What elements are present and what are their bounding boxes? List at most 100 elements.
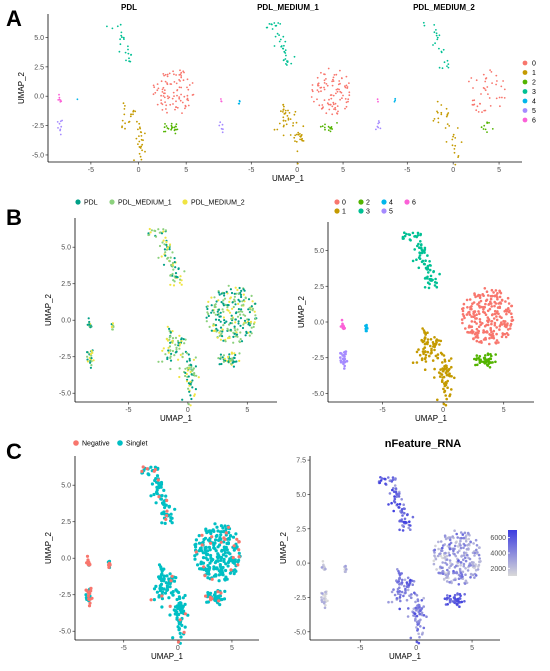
cell-point bbox=[239, 310, 242, 313]
y-axis-label: UMAP_2 bbox=[44, 531, 53, 564]
cell-point bbox=[233, 332, 236, 335]
cell-point bbox=[204, 546, 208, 550]
cell-point bbox=[250, 305, 253, 308]
cell-point bbox=[494, 360, 497, 364]
cell-point bbox=[341, 325, 344, 328]
cell-point bbox=[222, 299, 225, 302]
cell-point bbox=[233, 568, 237, 572]
cell-point bbox=[450, 375, 453, 378]
cell-point bbox=[454, 598, 457, 601]
cell-point bbox=[166, 95, 169, 97]
cell-point bbox=[390, 501, 393, 505]
cell-point bbox=[407, 526, 411, 530]
cell-point bbox=[487, 93, 489, 95]
cell-point bbox=[181, 596, 185, 600]
cell-point bbox=[159, 573, 163, 577]
cell-point bbox=[188, 384, 191, 387]
cell-point bbox=[468, 313, 472, 316]
cell-point bbox=[445, 107, 448, 110]
cell-point bbox=[222, 310, 225, 313]
cell-point bbox=[417, 641, 421, 645]
cell-point bbox=[227, 355, 230, 358]
y-axis-label: UMAP_2 bbox=[17, 71, 26, 104]
cell-point bbox=[322, 601, 326, 605]
cell-point bbox=[175, 100, 177, 103]
cell-point bbox=[448, 538, 452, 542]
cell-point bbox=[165, 514, 169, 518]
cell-point bbox=[492, 291, 495, 294]
cell-point bbox=[141, 465, 145, 469]
cell-point bbox=[503, 97, 506, 99]
cell-point bbox=[132, 109, 135, 112]
cell-point bbox=[459, 561, 463, 564]
cell-point bbox=[191, 379, 194, 382]
cell-point bbox=[243, 300, 246, 303]
cell-point bbox=[271, 23, 273, 26]
cell-point bbox=[436, 111, 439, 114]
cell-point bbox=[252, 325, 255, 328]
facet-title: PDL_MEDIUM_1 bbox=[257, 3, 319, 12]
cell-point bbox=[426, 350, 430, 354]
cell-point bbox=[318, 104, 321, 107]
cell-point bbox=[248, 334, 251, 337]
cell-point bbox=[186, 369, 189, 372]
cell-point bbox=[236, 563, 240, 567]
cell-point bbox=[419, 625, 422, 628]
cell-point bbox=[423, 337, 427, 341]
x-tick-label: 0 bbox=[137, 167, 141, 174]
cell-point bbox=[215, 525, 219, 529]
cell-point bbox=[219, 540, 223, 544]
cell-point bbox=[329, 127, 331, 129]
cell-point bbox=[488, 337, 491, 340]
cell-point bbox=[89, 589, 93, 593]
cell-point bbox=[214, 305, 217, 309]
cell-point bbox=[212, 593, 217, 597]
cell-point bbox=[58, 122, 61, 125]
panel-a-plot: PDL-5.0-2.50.02.55.0-5 0 5UMAP_2PDL_MEDIUM… bbox=[17, 3, 536, 183]
cell-point bbox=[219, 524, 223, 528]
cell-point bbox=[282, 134, 285, 137]
cell-point bbox=[219, 121, 222, 124]
cell-point bbox=[157, 575, 161, 579]
cell-point bbox=[490, 71, 493, 73]
cell-point bbox=[496, 296, 499, 299]
cell-point bbox=[247, 331, 250, 334]
cell-point bbox=[477, 325, 481, 329]
cell-point bbox=[248, 324, 251, 327]
cell-point bbox=[142, 139, 144, 142]
cell-point bbox=[509, 322, 513, 326]
cell-point bbox=[163, 243, 166, 246]
cell-point bbox=[440, 549, 443, 552]
cell-point bbox=[172, 279, 175, 282]
cell-point bbox=[400, 519, 403, 523]
cell-point bbox=[283, 105, 285, 108]
cell-point bbox=[157, 228, 160, 231]
cell-point bbox=[231, 556, 235, 560]
cell-point bbox=[228, 336, 231, 340]
y-tick-label: 0.0 bbox=[61, 318, 71, 325]
cell-point bbox=[441, 544, 445, 547]
cell-point bbox=[91, 351, 94, 354]
cell-point bbox=[175, 74, 178, 76]
cell-point bbox=[446, 386, 449, 390]
cell-point bbox=[288, 112, 291, 114]
cell-point bbox=[169, 274, 172, 277]
cell-point bbox=[441, 561, 445, 564]
cell-point bbox=[197, 541, 202, 545]
cell-point bbox=[192, 358, 195, 361]
cell-point bbox=[478, 355, 482, 358]
cell-point bbox=[394, 490, 398, 494]
cell-point bbox=[337, 110, 339, 113]
cell-point bbox=[457, 583, 461, 586]
cell-point bbox=[140, 131, 143, 134]
cell-point bbox=[292, 124, 294, 127]
cell-point bbox=[405, 585, 409, 588]
cell-point bbox=[88, 597, 92, 601]
cell-point bbox=[220, 568, 224, 572]
cell-point bbox=[345, 105, 348, 108]
cell-point bbox=[478, 320, 482, 324]
cell-point bbox=[239, 313, 242, 316]
cell-point bbox=[276, 32, 279, 35]
cell-point bbox=[237, 540, 241, 544]
cell-point bbox=[476, 294, 480, 298]
